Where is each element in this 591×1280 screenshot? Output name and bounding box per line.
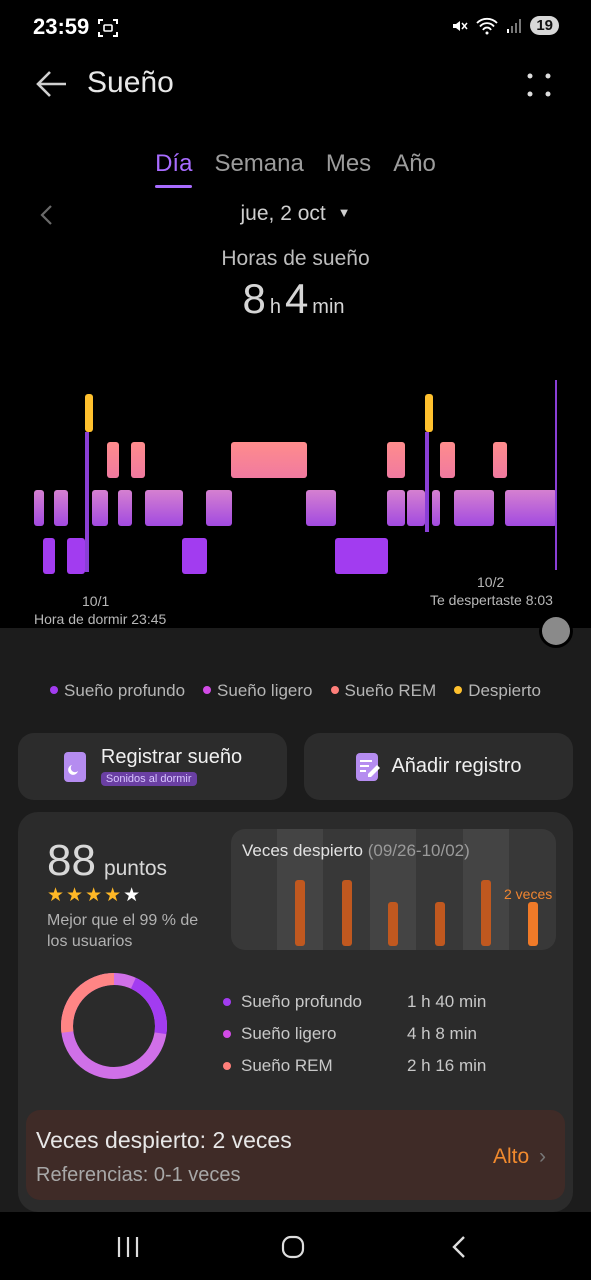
status-time: 23:59 <box>33 14 90 39</box>
rem-sleep-blocks <box>107 442 507 478</box>
awake-bar <box>388 902 398 946</box>
register-sleep-label: Registrar sueño <box>100 746 243 768</box>
back-arrow-icon[interactable] <box>36 70 68 98</box>
signal-icon <box>507 18 522 33</box>
hours-unit: h <box>269 296 281 318</box>
deep-sleep-blocks <box>43 538 388 574</box>
awake-bar <box>342 880 352 946</box>
end-date-label: 10/2 <box>477 574 505 590</box>
legend-dot <box>50 686 59 694</box>
scrubber-knob <box>542 617 570 645</box>
minutes-unit: min <box>312 296 345 318</box>
breakdown-dot <box>223 1062 231 1070</box>
wakeup-label: Te despertaste 8:03 <box>430 592 553 608</box>
start-date-label: 10/1 <box>82 593 110 609</box>
breakdown-dot <box>223 1030 231 1038</box>
legend-awake: Despierto <box>454 681 541 701</box>
awake-chart-title: Veces despierto (09/26-10/02) <box>242 841 470 861</box>
legend-dot <box>203 686 212 694</box>
breakdown-value: 1 h 40 min <box>407 992 487 1011</box>
mute-icon <box>453 20 468 31</box>
breakdown-row-light: Sueño ligero 4 h 8 min <box>223 1018 553 1050</box>
hours-number: 8 <box>242 275 266 322</box>
sleep-sounds-chip: Sonidos al dormir <box>100 772 197 786</box>
add-record-label: Añadir registro <box>391 755 522 777</box>
awake-bar <box>481 880 491 946</box>
sleep-legend: Sueño profundo Sueño ligero Sueño REM De… <box>0 681 591 701</box>
phone-sleep-icon <box>63 751 86 782</box>
current-date: jue, 2 oct <box>240 202 326 225</box>
half-star-icon: ★ <box>123 885 143 906</box>
breakdown-label: Sueño ligero <box>241 1024 337 1043</box>
tab-week[interactable]: Semana <box>214 150 304 177</box>
legend-label: Sueño profundo <box>64 681 186 700</box>
awake-bar <box>295 880 305 946</box>
score-unit: puntos <box>103 857 168 880</box>
sleep-score: 88 puntos <box>47 836 167 886</box>
chart-scrubber-handle[interactable] <box>539 614 573 648</box>
breakdown-dot <box>223 998 231 1006</box>
add-record-button[interactable]: Añadir registro <box>304 733 573 800</box>
legend-rem: Sueño REM <box>330 681 437 701</box>
light-sleep-blocks <box>34 490 557 526</box>
breakdown-label: Sueño REM <box>241 1056 333 1075</box>
legend-dot <box>454 686 463 694</box>
awake-bar <box>435 902 445 946</box>
legend-dot <box>330 686 339 694</box>
breakdown-row-rem: Sueño REM 2 h 16 min <box>223 1050 553 1082</box>
breakdown-value: 4 h 8 min <box>407 1024 477 1043</box>
awake-range: (09/26-10/02) <box>367 841 470 860</box>
register-sleep-button[interactable]: Registrar sueño Sonidos al dormir <box>18 733 287 800</box>
awake-title-text: Veces despierto <box>242 841 363 860</box>
system-nav-bar <box>0 1212 591 1280</box>
score-comparison: Mejor que el 99 % de los usuarios <box>47 912 199 950</box>
more-options-icon[interactable] <box>526 72 552 98</box>
sleep-stages-chart <box>34 380 557 574</box>
warning-level: Alto › <box>493 1145 546 1169</box>
score-stars: ★★★★★ <box>47 885 143 906</box>
warning-reference: Referencias: 0-1 veces <box>36 1164 241 1186</box>
sleep-hours-label: Horas de sueño <box>221 247 370 270</box>
awake-times-chart-card[interactable] <box>231 829 556 950</box>
legend-deep: Sueño profundo <box>50 681 185 701</box>
back-nav-icon[interactable] <box>451 1235 467 1259</box>
battery-badge: 19 <box>530 16 559 35</box>
legend-label: Despierto <box>468 681 541 700</box>
warning-level-text: Alto <box>493 1145 530 1168</box>
awake-bar <box>528 902 538 946</box>
home-icon[interactable] <box>281 1235 305 1259</box>
status-icons: 19 <box>450 16 559 35</box>
stage-breakdown: Sueño profundo 1 h 40 min Sueño ligero 4… <box>223 986 553 1082</box>
breakdown-row-deep: Sueño profundo 1 h 40 min <box>223 986 553 1018</box>
chevron-right-icon: › <box>539 1145 547 1168</box>
breakdown-label: Sueño profundo <box>241 992 362 1011</box>
tab-month[interactable]: Mes <box>325 150 372 177</box>
edit-note-icon <box>356 752 381 781</box>
legend-label: Sueño REM <box>344 681 437 700</box>
period-tabs: Día Semana Mes Año <box>0 150 591 188</box>
sleep-hours-value: 8 h4 min <box>0 275 591 323</box>
legend-light: Sueño ligero <box>203 681 313 701</box>
minutes-number: 4 <box>284 275 309 322</box>
screenshot-icon <box>98 19 118 37</box>
score-value: 88 <box>47 836 96 885</box>
sleep-composition-donut <box>61 973 167 1079</box>
awake-count-label: 2 veces <box>504 886 553 902</box>
awake-times-warning[interactable] <box>26 1110 565 1200</box>
breakdown-value: 2 h 16 min <box>407 1056 487 1075</box>
wifi-icon <box>476 17 498 34</box>
legend-label: Sueño ligero <box>217 681 313 700</box>
date-selector[interactable]: jue, 2 oct ▼ <box>0 202 591 226</box>
recent-apps-icon[interactable] <box>116 1236 140 1258</box>
page-title: Sueño <box>87 66 174 99</box>
awake-times-chart <box>277 829 538 950</box>
dropdown-caret-icon: ▼ <box>337 205 351 220</box>
tab-day[interactable]: Día <box>155 150 193 188</box>
awake-spikes <box>85 394 433 432</box>
stage-transitions <box>85 380 557 572</box>
tab-year[interactable]: Año <box>393 150 436 177</box>
bedtime-label: Hora de dormir 23:45 <box>34 611 167 627</box>
warning-title: Veces despierto: 2 veces <box>36 1127 292 1153</box>
previous-day-icon[interactable] <box>38 204 54 226</box>
